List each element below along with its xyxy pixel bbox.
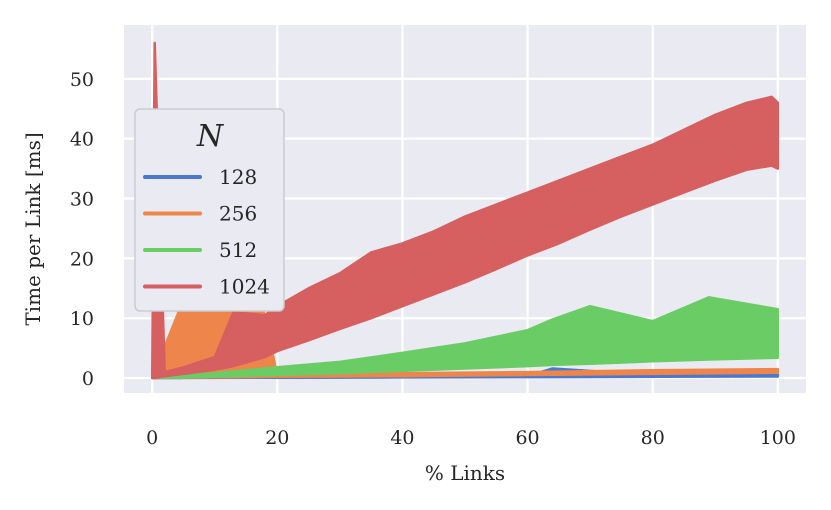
legend: N 128 256 512 1024 — [134, 108, 285, 312]
legend-box — [134, 108, 285, 312]
y-tick-label: 30 — [70, 189, 94, 211]
series-layer — [150, 41, 780, 380]
tick-labels: 0 20 40 60 80 100 0 10 20 30 40 50 — [70, 69, 796, 449]
y-tick-label: 10 — [70, 308, 94, 330]
legend-label: 128 — [219, 165, 257, 189]
x-tick-label: 20 — [265, 427, 289, 449]
series-line — [151, 98, 779, 379]
series-1024 — [150, 41, 780, 380]
y-tick-label: 50 — [70, 69, 94, 91]
x-tick-label: 80 — [641, 427, 665, 449]
legend-label: 1024 — [219, 275, 270, 299]
legend-label: 256 — [219, 202, 257, 226]
x-tick-label: 0 — [146, 427, 158, 449]
legend-title: N — [196, 119, 225, 154]
legend-label: 512 — [219, 238, 257, 262]
x-tick-label: 40 — [390, 427, 414, 449]
y-tick-label: 40 — [70, 129, 94, 151]
x-tick-label: 60 — [515, 427, 539, 449]
y-tick-label: 20 — [70, 248, 94, 270]
x-axis-label: % Links — [425, 461, 505, 485]
y-axis-label: Time per Link [ms] — [21, 132, 45, 325]
y-tick-label: 0 — [82, 368, 94, 390]
series-512 — [150, 296, 780, 380]
series-line — [151, 298, 779, 380]
x-tick-label: 100 — [760, 427, 796, 449]
